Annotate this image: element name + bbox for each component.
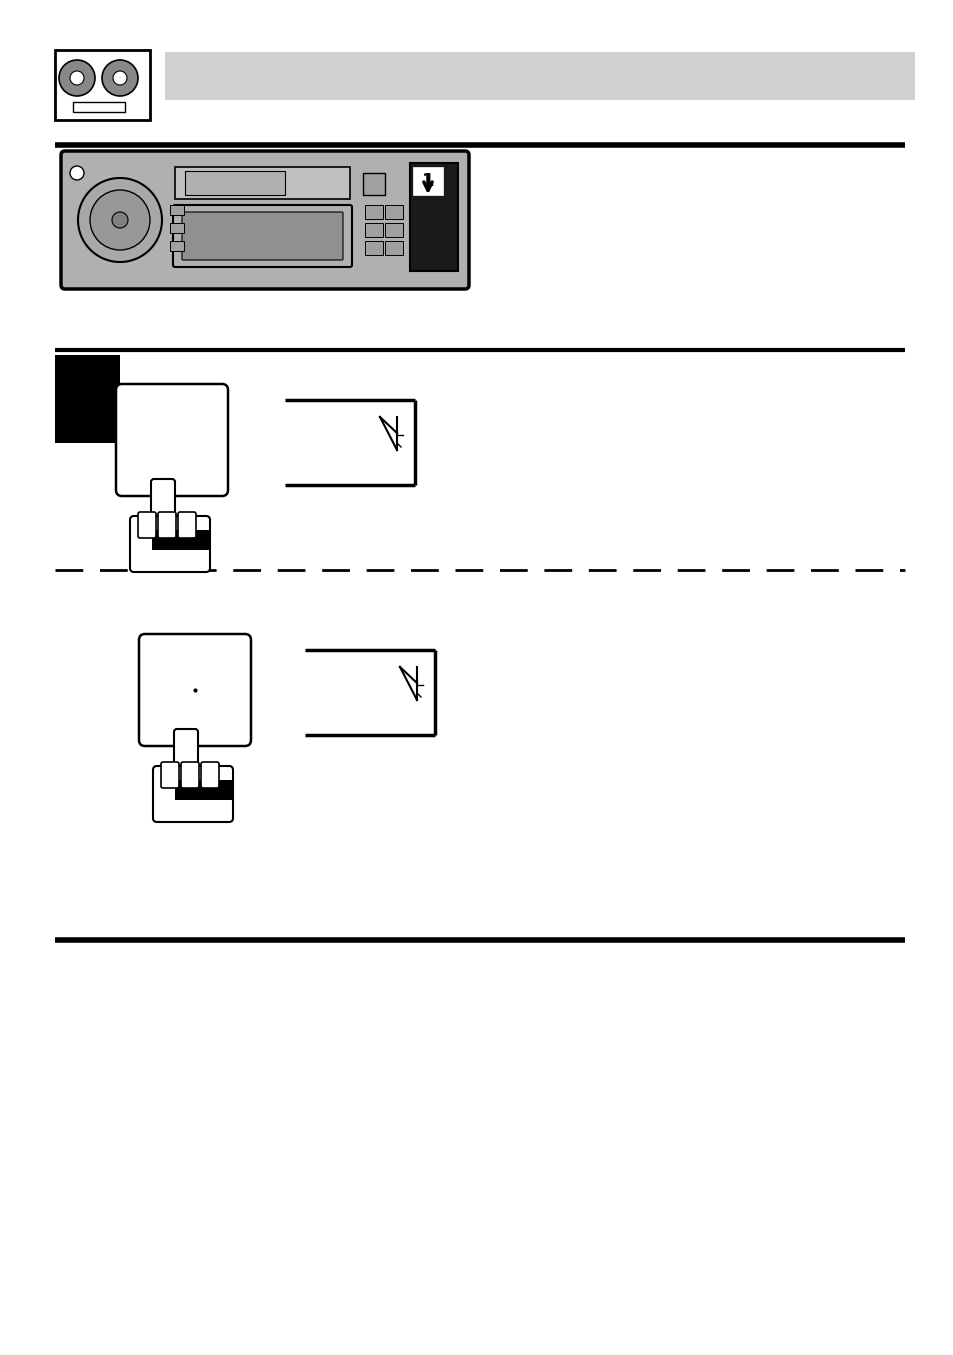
Bar (413, 167, 442, 195)
FancyBboxPatch shape (172, 205, 352, 267)
Bar (185, 171, 285, 195)
FancyBboxPatch shape (158, 512, 175, 538)
Circle shape (70, 167, 84, 180)
Circle shape (78, 178, 162, 262)
FancyBboxPatch shape (182, 211, 343, 260)
Bar (410, 163, 457, 271)
Bar (73, 102, 125, 112)
FancyBboxPatch shape (151, 480, 174, 537)
FancyBboxPatch shape (61, 150, 469, 289)
FancyBboxPatch shape (152, 766, 233, 822)
FancyBboxPatch shape (138, 512, 156, 538)
FancyBboxPatch shape (178, 512, 195, 538)
Bar (385, 224, 402, 237)
Bar (365, 224, 382, 237)
Circle shape (112, 211, 128, 228)
FancyBboxPatch shape (173, 729, 198, 787)
Circle shape (102, 60, 138, 96)
FancyBboxPatch shape (116, 383, 228, 496)
Bar (152, 530, 210, 550)
FancyBboxPatch shape (130, 516, 210, 572)
Circle shape (70, 70, 84, 85)
Bar (170, 205, 184, 215)
Circle shape (90, 190, 150, 251)
FancyBboxPatch shape (55, 50, 150, 121)
FancyBboxPatch shape (161, 762, 179, 789)
Bar (165, 51, 914, 100)
Bar (174, 167, 350, 199)
Bar (174, 780, 233, 799)
Bar (365, 241, 382, 255)
Circle shape (112, 70, 127, 85)
Bar (385, 241, 402, 255)
Bar (385, 205, 402, 220)
Bar (170, 224, 184, 233)
Bar (170, 241, 184, 251)
Bar (55, 355, 120, 443)
FancyBboxPatch shape (201, 762, 219, 789)
Bar (363, 173, 385, 195)
Text: 1: 1 (421, 172, 434, 190)
Bar (365, 205, 382, 220)
FancyBboxPatch shape (139, 634, 251, 747)
Circle shape (59, 60, 95, 96)
FancyBboxPatch shape (181, 762, 199, 789)
